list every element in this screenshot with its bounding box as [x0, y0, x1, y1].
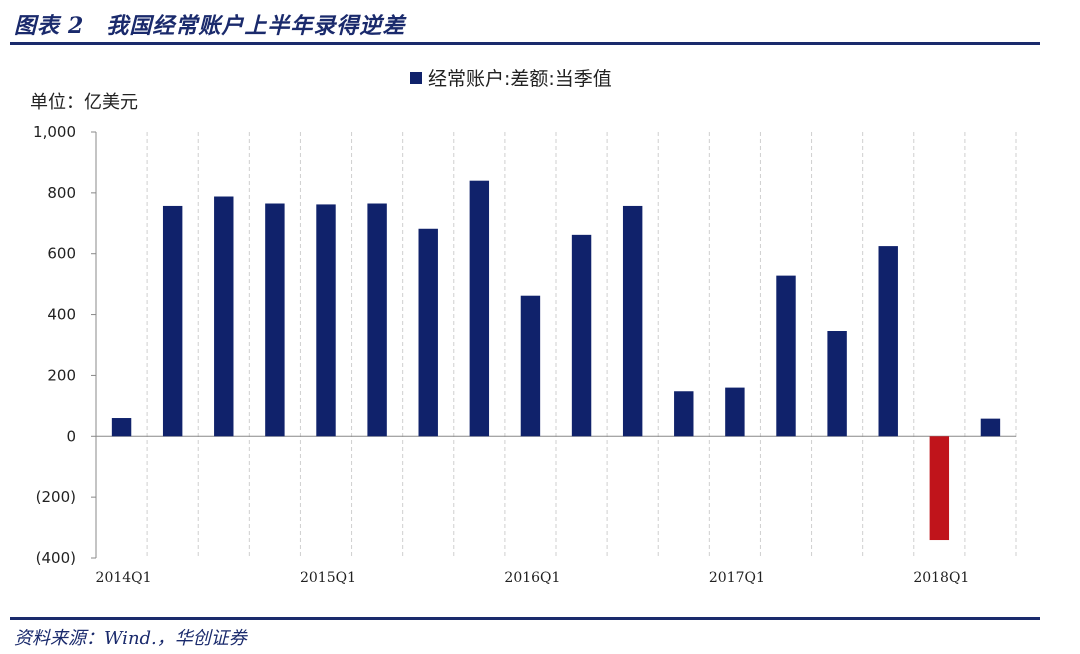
legend-label: 经常账户:差额:当季值: [428, 68, 612, 90]
bar-2017Q1: [725, 387, 745, 437]
x-tick-label: 2017Q1: [709, 570, 765, 586]
bar-2015Q2: [367, 203, 387, 437]
bar-2014Q4: [265, 203, 285, 437]
x-tick-label: 2018Q1: [913, 570, 969, 586]
bar-2016Q4: [674, 391, 694, 437]
x-tick-label: 2014Q1: [96, 570, 152, 586]
bar-2017Q2: [776, 275, 796, 437]
unit-label: 单位：亿美元: [30, 92, 138, 113]
bar-2017Q4: [878, 246, 898, 437]
bar-2015Q1: [316, 204, 336, 437]
y-tick-label: 600: [47, 245, 76, 263]
y-tick-label: 0: [66, 427, 76, 445]
y-tick-label: (400): [36, 549, 76, 567]
bar-2018Q1: [929, 436, 950, 541]
figure-title-text: 我国经常账户上半年录得逆差: [106, 13, 406, 39]
y-tick-label: 400: [47, 306, 76, 324]
bar-2017Q3: [827, 331, 847, 437]
legend-swatch: [410, 71, 422, 84]
bar-2016Q1: [520, 295, 541, 437]
figure-number: 2: [68, 13, 85, 39]
bar-2014Q1: [111, 418, 132, 437]
bar-2016Q3: [622, 205, 643, 437]
source-note: 资料来源：Wind.，华创证券: [14, 628, 247, 649]
y-tick-label: 200: [47, 366, 76, 384]
bottom-rule: [10, 617, 1040, 620]
bar-2015Q4: [469, 180, 490, 437]
bar-2016Q2: [571, 234, 592, 437]
bar-2015Q3: [418, 228, 438, 437]
figure-title: 图表 2 我国经常账户上半年录得逆差: [14, 8, 405, 40]
x-tick-label: 2016Q1: [504, 570, 560, 586]
bar-2018Q2: [980, 418, 1001, 437]
y-tick-label: 1,000: [33, 123, 76, 141]
bar-2014Q2: [162, 205, 183, 437]
figure-label: 图表: [14, 13, 61, 39]
x-tick-label: 2015Q1: [300, 570, 356, 586]
bar-2014Q3: [214, 196, 234, 437]
y-tick-label: (200): [36, 488, 76, 506]
y-tick-label: 800: [47, 184, 76, 202]
chart-legend: 经常账户:差额:当季值: [410, 64, 612, 91]
top-rule: [10, 42, 1040, 45]
